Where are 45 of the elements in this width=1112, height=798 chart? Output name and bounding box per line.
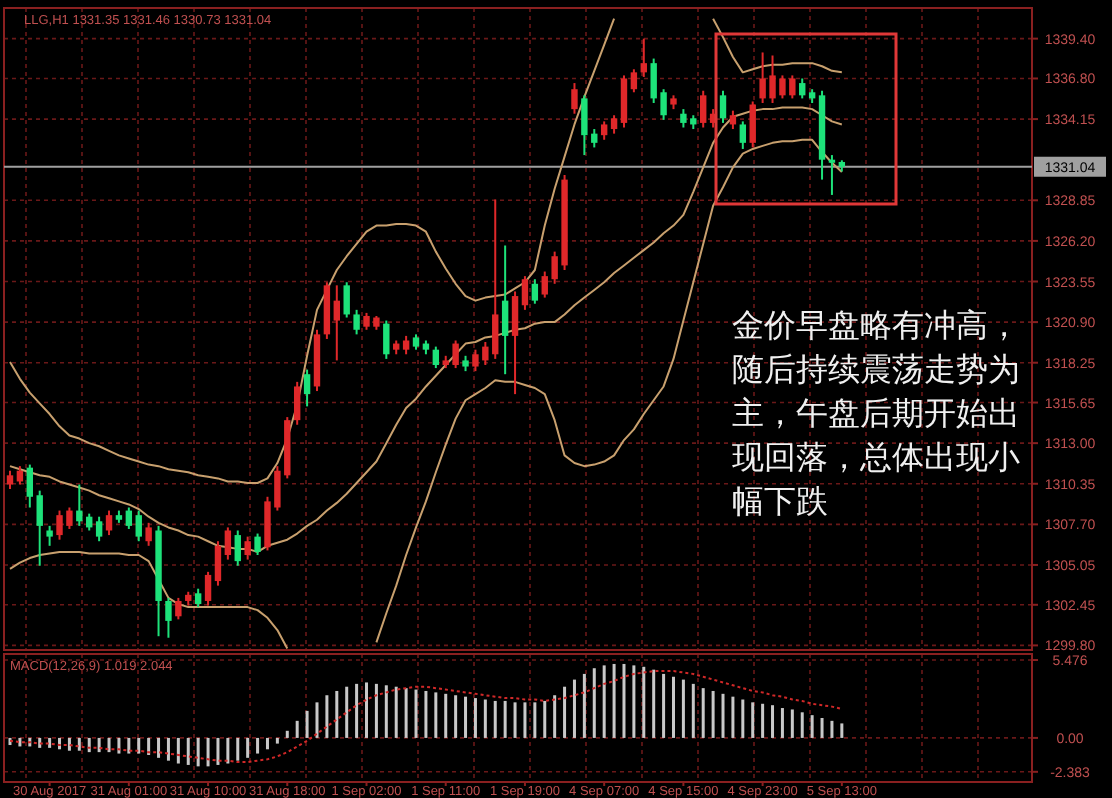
candlestick xyxy=(739,120,747,150)
candlestick xyxy=(224,526,232,561)
candlestick xyxy=(36,489,43,567)
candlestick xyxy=(799,77,806,100)
candlestick xyxy=(620,74,628,129)
candlestick xyxy=(610,114,618,135)
candlestick xyxy=(26,463,34,509)
candlestick xyxy=(254,532,261,556)
candlestick xyxy=(571,82,578,115)
candlestick xyxy=(432,345,440,370)
candlestick xyxy=(511,290,519,396)
candlestick xyxy=(343,281,350,319)
candlestick xyxy=(719,89,727,124)
candlestick xyxy=(353,308,360,336)
candlestick xyxy=(194,587,202,609)
candlestick xyxy=(145,521,152,547)
candlestick xyxy=(293,380,301,426)
candlestick xyxy=(214,540,222,587)
candlestick xyxy=(402,334,410,356)
candlestick xyxy=(333,284,340,362)
candlestick xyxy=(135,509,142,543)
candlestick xyxy=(105,509,113,537)
candlestick xyxy=(46,524,53,547)
candlestick xyxy=(383,319,390,360)
candlestick xyxy=(729,109,737,131)
candlestick xyxy=(749,100,756,149)
candlestick xyxy=(700,89,707,129)
candlestick xyxy=(165,596,172,639)
candlestick xyxy=(828,154,836,196)
candlestick xyxy=(600,120,608,141)
candlestick xyxy=(501,244,509,376)
candlestick xyxy=(175,596,182,621)
candlestick xyxy=(630,68,638,94)
candlestick xyxy=(95,515,103,543)
candlestick xyxy=(531,278,539,305)
candlestick xyxy=(303,368,311,408)
candlestick xyxy=(640,37,647,78)
line-series xyxy=(9,670,843,764)
candlestick xyxy=(204,570,212,607)
candlestick xyxy=(234,529,241,567)
annotation: 金价早盘略有冲高，随后持续震荡走势为主，午盘后期开始出现回落，总体出现小幅下跌 xyxy=(732,304,1022,524)
candlestick xyxy=(6,469,14,491)
candlestick xyxy=(521,275,529,311)
candlestick xyxy=(244,535,251,561)
candlestick xyxy=(125,506,133,530)
